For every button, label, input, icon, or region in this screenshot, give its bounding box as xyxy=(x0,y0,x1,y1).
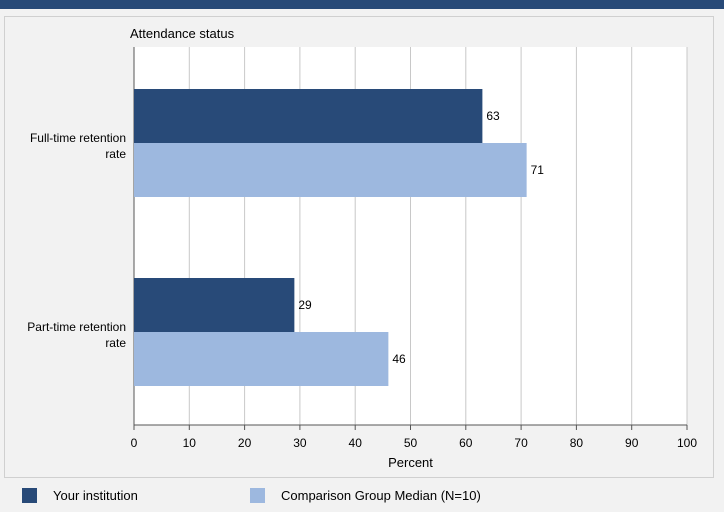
category-label-full-time-line1: Full-time retention xyxy=(29,131,126,145)
bar-part-time-series0 xyxy=(134,278,295,332)
x-tick-label-50: 50 xyxy=(404,436,418,450)
legend: Your institution Comparison Group Median… xyxy=(0,480,724,512)
x-tick-label-0: 0 xyxy=(131,436,138,450)
x-tick-label-40: 40 xyxy=(349,436,363,450)
x-tick-label-100: 100 xyxy=(677,436,697,450)
bar-part-time-series1 xyxy=(134,332,389,386)
legend-item-comparison-median: Comparison Group Median (N=10) xyxy=(250,488,481,503)
x-axis-title: Percent xyxy=(388,455,433,470)
data-label-full-time-series0: 63 xyxy=(486,109,500,123)
x-tick-label-70: 70 xyxy=(514,436,528,450)
category-label-full-time: Full-time retention rate xyxy=(2,130,126,162)
legend-label-comparison-median: Comparison Group Median (N=10) xyxy=(281,488,481,503)
category-label-full-time-line2: rate xyxy=(105,147,126,161)
category-label-part-time: Part-time retention rate xyxy=(2,319,126,351)
x-tick-label-20: 20 xyxy=(238,436,252,450)
x-tick-label-80: 80 xyxy=(570,436,584,450)
x-tick-label-10: 10 xyxy=(183,436,197,450)
x-tick-label-30: 30 xyxy=(293,436,307,450)
legend-swatch-comparison-median xyxy=(250,488,265,503)
data-label-part-time-series1: 46 xyxy=(392,352,406,366)
legend-swatch-your-institution xyxy=(22,488,37,503)
x-tick-label-90: 90 xyxy=(625,436,639,450)
x-tick-label-60: 60 xyxy=(459,436,473,450)
bar-chart: 0 10 20 30 40 50 60 70 80 90 100 Attendance status P… xyxy=(130,26,697,470)
category-label-part-time-line2: rate xyxy=(105,336,126,350)
legend-label-your-institution: Your institution xyxy=(53,488,138,503)
top-accent-bar xyxy=(0,0,724,9)
bar-full-time-series1 xyxy=(134,143,527,197)
data-label-full-time-series1: 71 xyxy=(531,163,545,177)
data-label-part-time-series0: 29 xyxy=(298,298,312,312)
chart-title: Attendance status xyxy=(130,26,235,41)
bar-full-time-series0 xyxy=(134,89,483,143)
legend-item-your-institution: Your institution xyxy=(22,488,138,503)
category-label-part-time-line1: Part-time retention xyxy=(27,320,126,334)
